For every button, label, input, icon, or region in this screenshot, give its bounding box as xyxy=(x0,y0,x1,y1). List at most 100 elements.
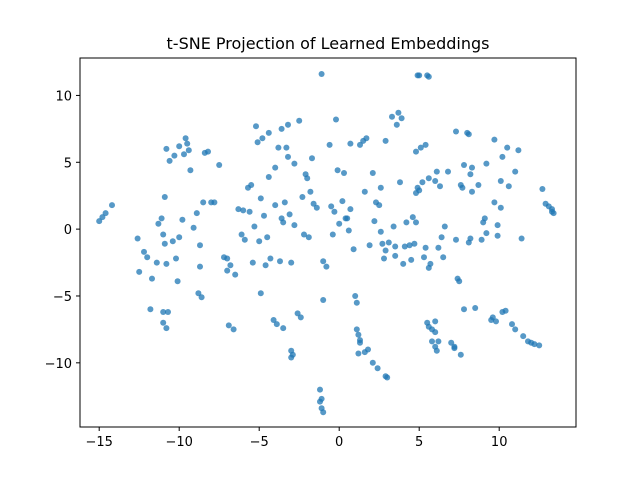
data-point xyxy=(416,187,423,194)
data-point xyxy=(155,220,162,227)
data-point xyxy=(483,230,490,237)
x-tick-label: 10 xyxy=(491,435,508,450)
data-point xyxy=(483,160,490,167)
data-point xyxy=(238,231,245,238)
data-point xyxy=(333,116,339,123)
data-point xyxy=(355,350,362,357)
data-point xyxy=(413,148,419,155)
data-point xyxy=(200,199,207,206)
data-point xyxy=(451,345,458,352)
data-point xyxy=(278,125,285,132)
data-point xyxy=(272,202,279,209)
chart-title: t-SNE Projection of Learned Embeddings xyxy=(167,34,490,53)
data-point xyxy=(163,145,170,152)
data-point xyxy=(249,259,256,266)
data-point xyxy=(475,182,482,188)
data-point xyxy=(493,318,499,325)
data-point xyxy=(440,254,447,261)
data-point xyxy=(353,299,360,306)
data-point xyxy=(277,258,283,265)
data-point xyxy=(453,128,459,135)
data-point xyxy=(365,346,371,353)
data-point xyxy=(461,306,467,313)
data-point xyxy=(459,184,466,191)
data-point xyxy=(489,314,496,321)
y-tick-label: −10 xyxy=(45,357,72,372)
data-point xyxy=(176,143,183,150)
data-point xyxy=(369,170,376,176)
data-point xyxy=(377,184,384,191)
data-point xyxy=(329,231,336,238)
data-point xyxy=(438,234,445,241)
data-point xyxy=(165,309,171,315)
data-point xyxy=(161,194,168,200)
data-point xyxy=(429,338,435,345)
data-point xyxy=(518,235,525,242)
data-point xyxy=(347,140,354,147)
data-point xyxy=(432,329,439,336)
data-point xyxy=(198,294,205,301)
data-point xyxy=(317,386,323,393)
data-point xyxy=(334,167,341,174)
data-point xyxy=(320,409,327,416)
data-point xyxy=(491,136,498,143)
data-point xyxy=(499,153,506,160)
data-point xyxy=(353,326,360,333)
data-point xyxy=(261,212,267,219)
data-point xyxy=(235,206,242,213)
data-point xyxy=(174,278,181,285)
data-point xyxy=(363,135,370,142)
data-point xyxy=(326,141,333,148)
data-point xyxy=(411,240,418,247)
data-point xyxy=(509,321,515,328)
data-point xyxy=(109,202,115,209)
data-point xyxy=(251,223,258,230)
data-point xyxy=(275,144,282,151)
x-tick-label: 5 xyxy=(415,435,423,450)
data-point xyxy=(491,199,498,206)
data-point xyxy=(336,220,343,227)
data-point xyxy=(195,290,202,297)
data-point xyxy=(467,171,474,178)
data-point xyxy=(253,123,259,130)
data-point xyxy=(344,215,351,222)
data-point xyxy=(256,238,263,245)
data-point xyxy=(494,232,501,239)
data-point xyxy=(144,254,151,261)
data-point xyxy=(497,204,504,211)
data-point xyxy=(382,137,389,144)
data-point xyxy=(328,203,335,210)
data-point xyxy=(512,326,519,333)
data-point xyxy=(323,263,330,270)
data-point xyxy=(185,147,192,154)
data-point xyxy=(376,202,383,209)
data-point xyxy=(390,223,397,230)
data-point xyxy=(288,259,295,266)
data-point xyxy=(366,242,373,249)
data-point xyxy=(504,144,511,151)
data-point xyxy=(225,322,232,329)
data-point xyxy=(96,218,103,225)
data-point xyxy=(437,183,443,190)
data-point xyxy=(381,255,387,262)
data-point xyxy=(286,211,293,218)
y-axis: −10 −5 0 5 10 xyxy=(45,89,80,372)
data-point xyxy=(318,71,325,77)
data-point xyxy=(232,271,239,278)
data-point xyxy=(224,255,231,262)
data-point xyxy=(141,248,147,255)
x-tick-label: −5 xyxy=(250,435,269,450)
data-point xyxy=(262,262,269,269)
data-point xyxy=(166,157,173,164)
data-point xyxy=(331,208,338,215)
data-point xyxy=(355,331,362,338)
x-axis: −15 −10 −5 0 5 10 xyxy=(85,427,507,450)
data-point xyxy=(472,305,479,311)
data-point xyxy=(264,234,271,241)
data-point xyxy=(520,333,527,340)
data-point xyxy=(435,244,442,251)
data-point xyxy=(310,200,317,207)
data-point xyxy=(160,309,167,315)
data-point xyxy=(453,236,459,243)
data-point xyxy=(294,310,301,317)
